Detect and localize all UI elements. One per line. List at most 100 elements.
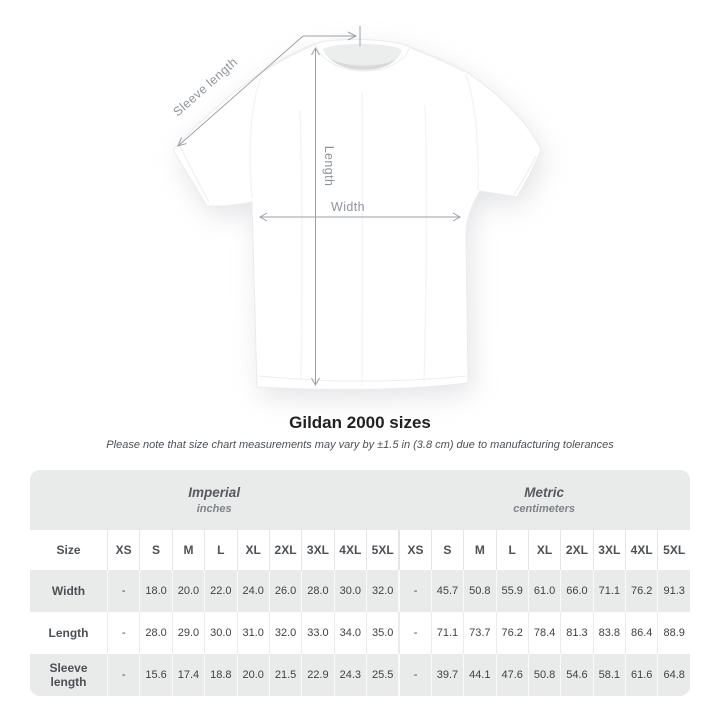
measurement-cell: 32.0 xyxy=(268,612,302,654)
measurements-body: Width -18.0 20.0 22.0 24.0 26.0 28.0 30.0 32.0-4… xyxy=(30,570,690,696)
measurement-cell: 81.3 xyxy=(560,612,593,654)
measurement-cell: 47.6 xyxy=(495,654,528,696)
measurement-cell: 76.2 xyxy=(625,570,658,612)
fabric-fold xyxy=(299,109,303,381)
measurement-cell: 39.7 xyxy=(430,654,464,696)
measurement-cell: 83.8 xyxy=(592,612,625,654)
measurement-cell: - xyxy=(398,654,431,696)
bottom-hem xyxy=(258,375,467,382)
measurement-cell: 35.0 xyxy=(366,612,399,654)
measurement-cell: 78.4 xyxy=(527,612,561,654)
size-col-header: XL xyxy=(236,530,269,570)
collar-band-seam xyxy=(314,43,411,72)
length-dimension: Length xyxy=(311,46,336,387)
measurement-cell: 30.0 xyxy=(204,612,237,654)
size-table: Imperial inches Metric centimeters Size … xyxy=(30,470,690,696)
measurement-cell: 50.8 xyxy=(463,570,496,612)
page-title: Gildan 2000 sizes xyxy=(289,413,431,432)
measurement-cell: 30.0 xyxy=(333,570,366,612)
tolerance-note: Please note that size chart measurements… xyxy=(106,439,614,451)
measurement-cell: 61.0 xyxy=(527,570,561,612)
tshirt-body xyxy=(172,38,542,391)
metric-unit: centimeters xyxy=(513,503,576,515)
measurement-cell: - xyxy=(107,570,140,612)
measurement-cell: 76.2 xyxy=(495,612,528,654)
measurement-cell: 18.0 xyxy=(139,570,172,612)
measurement-row-label: Length xyxy=(30,612,107,654)
measurement-cell: - xyxy=(398,570,431,612)
size-col-header: 4XL xyxy=(333,530,366,570)
collar-inner-shadow xyxy=(330,58,396,70)
measurement-cell: 32.0 xyxy=(366,570,399,612)
right-shoulder-seam xyxy=(410,47,466,73)
size-header-row: Size XS S M L XL 2XL 3XL 4XL 5XL XS S M L XL 2XL 3XL 4XL… xyxy=(30,530,690,570)
measurement-cell: 54.6 xyxy=(560,654,593,696)
measurement-cell: - xyxy=(107,654,140,696)
measurement-cell: 45.7 xyxy=(430,570,464,612)
measurement-cell: 29.0 xyxy=(171,612,205,654)
measurement-cell: 64.8 xyxy=(657,654,690,696)
size-col-header: M xyxy=(463,530,495,570)
size-col-header: 2XL xyxy=(560,530,592,570)
fabric-fold xyxy=(423,104,428,383)
measurement-cell: 18.8 xyxy=(204,654,237,696)
measurement-row-label: Width xyxy=(30,570,107,612)
size-column-header: Size xyxy=(56,543,81,557)
tshirt-illustration xyxy=(172,38,542,391)
size-col-header: 3XL xyxy=(592,530,625,570)
size-col-header: S xyxy=(430,530,463,570)
metric-group-header: Metric centimeters xyxy=(398,470,690,530)
size-col-header: L xyxy=(495,530,528,570)
measurement-cell: 25.5 xyxy=(366,654,399,696)
size-col-header: 5XL xyxy=(657,530,690,570)
size-col-header: 4XL xyxy=(625,530,657,570)
size-col-header: 5XL xyxy=(366,530,398,570)
measurement-cell: - xyxy=(107,612,140,654)
imperial-label: Imperial xyxy=(188,485,241,500)
measurement-cell: 24.3 xyxy=(333,654,366,696)
measurement-cell: 88.9 xyxy=(657,612,690,654)
measurement-cell: 55.9 xyxy=(495,570,528,612)
size-col-header: L xyxy=(204,530,236,570)
width-label: Width xyxy=(331,200,365,214)
measurement-cell: 31.0 xyxy=(236,612,269,654)
measurement-cell: 20.0 xyxy=(236,654,269,696)
tshirt-size-diagram: Sleeve length Length Width xyxy=(170,26,542,391)
measurement-cell: 22.9 xyxy=(301,654,334,696)
measurement-cell: 86.4 xyxy=(625,612,658,654)
right-cuff-hem xyxy=(512,155,537,197)
size-col-header: XS xyxy=(107,530,139,570)
measurement-cell: 91.3 xyxy=(657,570,690,612)
measurement-cell: 22.0 xyxy=(204,570,237,612)
unit-group-row: Imperial inches Metric centimeters xyxy=(30,470,690,530)
measurement-row-label: Sleeve length xyxy=(30,654,107,696)
width-dimension: Width xyxy=(258,200,462,222)
measurement-cell: 71.1 xyxy=(430,612,464,654)
size-col-header: M xyxy=(171,530,204,570)
title-block: Gildan 2000 sizes Please note that size … xyxy=(0,413,720,451)
size-col-header: 2XL xyxy=(268,530,301,570)
size-col-header: XL xyxy=(527,530,560,570)
left-armhole-seam xyxy=(249,73,263,199)
metric-label: Metric xyxy=(524,485,565,500)
right-armhole-seam xyxy=(465,73,479,191)
measurement-cell: 24.0 xyxy=(236,570,269,612)
size-col-header: S xyxy=(139,530,171,570)
measurement-row: Sleeve length -15.6 17.4 18.8 20.0 21.5 22.9 24… xyxy=(30,654,690,696)
measurement-cell: 50.8 xyxy=(527,654,561,696)
measurement-cell: 66.0 xyxy=(560,570,593,612)
measurement-cell: 44.1 xyxy=(463,654,496,696)
size-table-container: Imperial inches Metric centimeters Size … xyxy=(30,470,690,696)
measurement-cell: 28.0 xyxy=(301,570,334,612)
measurement-row: Width -18.0 20.0 22.0 24.0 26.0 28.0 30.0 32.0-4… xyxy=(30,570,690,612)
left-cuff-hem xyxy=(179,146,210,203)
size-col-header: XS xyxy=(398,530,430,570)
measurement-cell: 33.0 xyxy=(301,612,334,654)
measurement-cell: 20.0 xyxy=(171,570,205,612)
left-shoulder-seam xyxy=(261,44,315,73)
measurement-cell: 28.0 xyxy=(139,612,172,654)
measurement-row: Length -28.0 29.0 30.0 31.0 32.0 33.0 34.0 35.0-… xyxy=(30,612,690,654)
measurement-cell: 71.1 xyxy=(592,570,625,612)
measurement-cell: - xyxy=(398,612,431,654)
imperial-group-header: Imperial inches xyxy=(30,470,399,530)
